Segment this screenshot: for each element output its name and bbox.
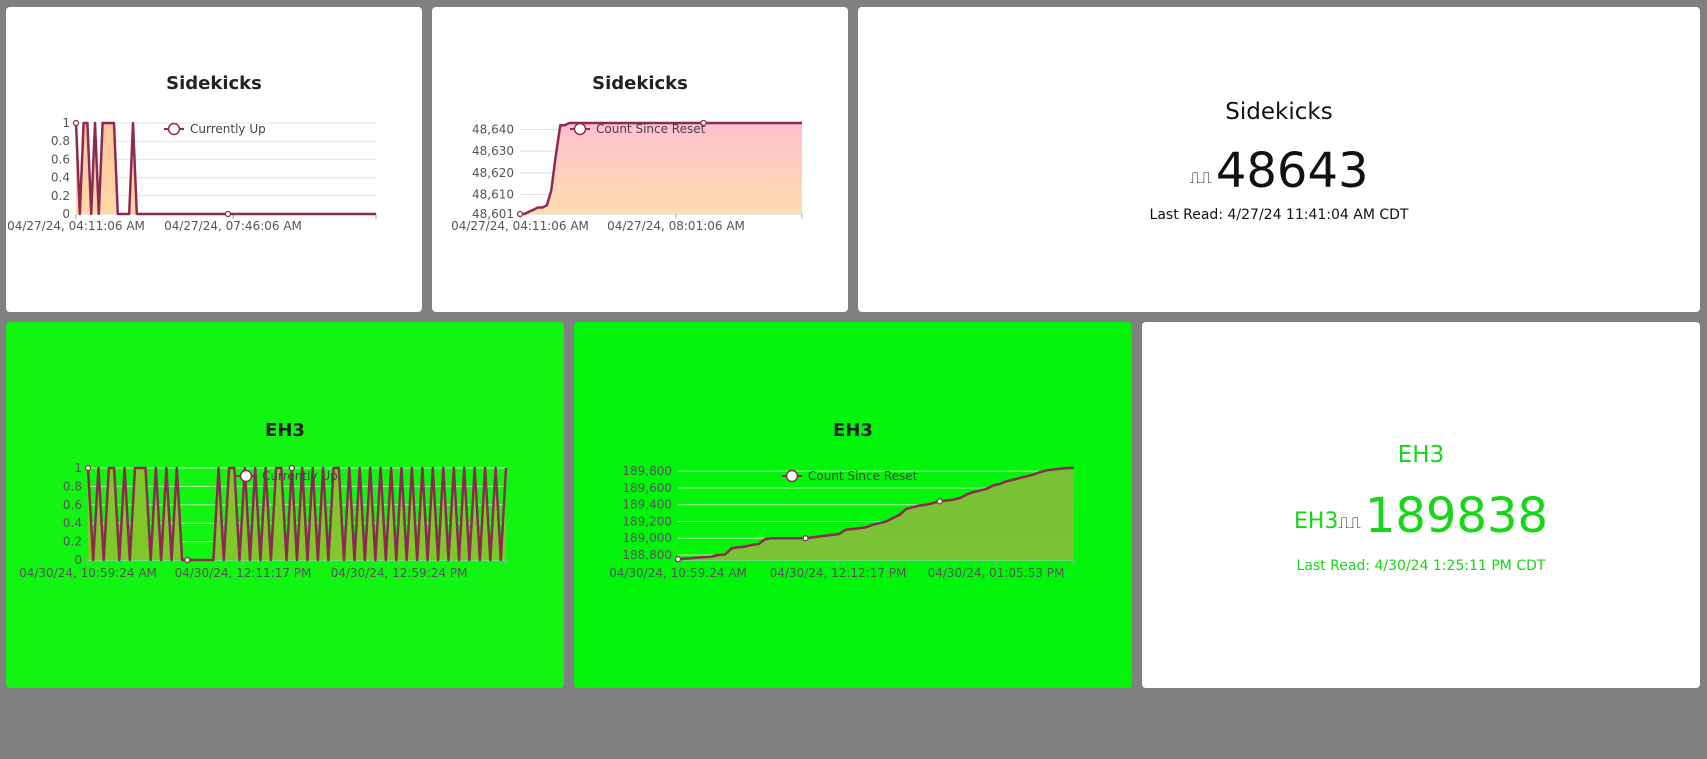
y-tick-label: 0 (74, 553, 82, 567)
y-tick-label: 189,400 (622, 498, 672, 512)
legend-label: Count Since Reset (808, 469, 918, 483)
y-tick-label: 189,200 (622, 514, 672, 528)
chart-title: EH3 (265, 420, 305, 441)
data-point (84, 464, 92, 472)
y-tick-label: 48,620 (472, 166, 514, 180)
y-tick-label: 48,601 (472, 207, 514, 221)
pulse-icon: ⎍⎍ (1338, 515, 1361, 532)
y-tick-label: 1 (74, 461, 82, 475)
last-read: Last Read: 4/30/24 1:25:11 PM CDT (1142, 558, 1700, 574)
x-tick-label: 04/30/24, 12:59:24 PM (331, 566, 468, 580)
y-tick-label: 189,000 (622, 531, 672, 545)
card-sidekicks-count: Sidekicks 48,601 48,610 48,620 48,630 48,640… (432, 7, 848, 312)
y-tick-label: 48,630 (472, 144, 514, 158)
chart-eh3-count: 188,800 189,000 189,200 189,400 189,600 189,8… (609, 464, 1075, 580)
x-tick-label: 04/30/24, 10:59:24 AM (609, 566, 747, 580)
x-tick-label: 04/30/24, 01:05:53 PM (928, 566, 1065, 580)
data-point (184, 556, 191, 564)
data-point (700, 119, 707, 127)
x-tick-label: 04/27/24, 07:46:06 AM (164, 219, 302, 233)
stat-prefix: EH3 (1293, 509, 1339, 534)
card-sidekicks-currently-up: Sidekicks 0 0.2 0.4 0.6 0.8 1 04/27/24, 04:11:… (6, 7, 422, 312)
legend-label: Count Since Reset (596, 122, 706, 136)
stat-value: 48643 (1215, 143, 1369, 199)
y-tick-label: 0.6 (51, 152, 70, 166)
stat-title: EH3 (1397, 442, 1445, 468)
stat-row: EH3⎍⎍189838 (1142, 488, 1700, 544)
y-tick-label: 1 (62, 116, 70, 130)
last-read-value: 4/27/24 11:41:04 AM CDT (1227, 207, 1409, 223)
y-tick-label: 189,800 (622, 464, 672, 478)
stat-row: ⎍⎍48643 (858, 143, 1700, 199)
last-read-label: Last Read: (1296, 558, 1375, 574)
chart-sidekicks-count: 48,601 48,610 48,620 48,630 48,640 04/27/24, … (451, 119, 803, 233)
chart-title: Sidekicks (592, 73, 688, 94)
y-tick-label: 0.8 (63, 479, 82, 493)
card-eh3-currently-up: EH3 0 0.2 0.4 0.6 0.8 1 04/30/24, 10:59:24 AM 0… (6, 322, 564, 688)
x-tick-label: 04/30/24, 12:12:17 PM (770, 566, 907, 580)
data-point (516, 210, 524, 218)
chart-title: EH3 (833, 420, 873, 441)
data-point (802, 535, 809, 542)
series-area (678, 468, 1074, 560)
data-point (288, 464, 295, 472)
series-area (76, 123, 376, 214)
series-area (88, 468, 506, 560)
stat-value: 189838 (1364, 488, 1549, 544)
y-tick-label: 48,640 (472, 123, 514, 137)
card-eh3-stat: EH3 EH3⎍⎍189838 Last Read: 4/30/24 1:25:… (1142, 322, 1700, 688)
pulse-icon: ⎍⎍ (1189, 170, 1212, 187)
chart-sidekicks-up: 0 0.2 0.4 0.6 0.8 1 04/27/24, 04:11:06 AM 04/27… (7, 116, 377, 233)
x-tick-label: 04/27/24, 04:11:06 AM (7, 219, 145, 233)
x-tick-label: 04/30/24, 10:59:24 AM (19, 566, 157, 580)
chart-eh3-up: 0 0.2 0.4 0.6 0.8 1 04/30/24, 10:59:24 AM 04/30… (19, 461, 508, 580)
chart-title: Sidekicks (166, 73, 262, 94)
x-tick-label: 04/30/24, 12:11:17 PM (175, 566, 312, 580)
legend-label: Currently Up (190, 122, 266, 136)
y-tick-label: 0.4 (63, 516, 82, 530)
series-area (520, 123, 802, 214)
x-tick-label: 04/27/24, 08:01:06 AM (607, 219, 745, 233)
y-tick-label: 0.8 (51, 134, 70, 148)
last-read: Last Read: 4/27/24 11:41:04 AM CDT (858, 207, 1700, 223)
y-tick-label: 189,600 (622, 481, 672, 495)
y-tick-label: 188,800 (622, 548, 672, 562)
series-line (86, 466, 508, 562)
data-point (674, 556, 682, 563)
data-point (936, 498, 943, 505)
legend-marker (167, 122, 181, 136)
card-sidekicks-stat: Sidekicks ⎍⎍48643 Last Read: 4/27/24 11:… (858, 7, 1700, 312)
y-tick-label: 0.4 (51, 171, 70, 185)
series-line (677, 466, 1074, 561)
data-point (224, 210, 231, 218)
x-tick-label: 04/27/24, 04:11:06 AM (451, 219, 589, 233)
stat-title: Sidekicks (1225, 99, 1333, 125)
last-read-value: 4/30/24 1:25:11 PM CDT (1374, 558, 1546, 574)
y-tick-label: 0.2 (63, 535, 82, 549)
series-line (520, 121, 802, 216)
legend-marker (573, 122, 587, 136)
y-tick-label: 0 (62, 207, 70, 221)
y-tick-label: 0.6 (63, 498, 82, 512)
series-line (74, 121, 376, 216)
card-eh3-count: EH3 188,800 189,000 189,200 189,400 189,600 1… (574, 322, 1132, 688)
legend-marker (239, 469, 253, 483)
legend-label: Currently Up (262, 469, 338, 483)
legend-marker (785, 469, 799, 483)
data-point (72, 119, 80, 127)
last-read-label: Last Read: (1149, 207, 1228, 223)
y-tick-label: 48,610 (472, 188, 514, 202)
y-tick-label: 0.2 (51, 189, 70, 203)
